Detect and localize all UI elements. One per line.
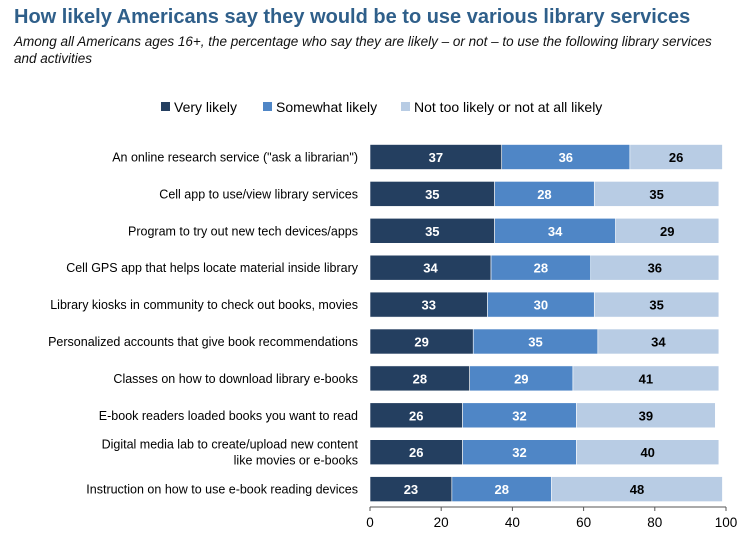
- category-label: Cell GPS app that helps locate material …: [66, 261, 359, 275]
- bar-segment: [369, 181, 495, 207]
- category-label: Personalized accounts that give book rec…: [48, 335, 358, 349]
- bar-value-label: 29: [514, 371, 528, 386]
- bar-value-label: 34: [423, 261, 438, 276]
- legend-label: Not too likely or not at all likely: [414, 99, 602, 115]
- bar-segment: [469, 365, 574, 392]
- bar-segment: [551, 476, 723, 502]
- x-tick-label: 60: [576, 515, 591, 530]
- bar-segment: [369, 291, 488, 318]
- legend-swatch: [161, 102, 170, 111]
- bar-segment: [593, 291, 720, 318]
- bar-segment: [369, 439, 463, 466]
- bar-value-label: 48: [630, 482, 644, 497]
- bar-segment: [462, 439, 577, 466]
- bar-segment: [462, 402, 577, 429]
- bar-segment: [501, 144, 631, 170]
- x-tick-label: 0: [366, 515, 374, 530]
- bar-value-label: 28: [494, 482, 508, 497]
- x-tick-label: 20: [434, 515, 449, 530]
- bar-value-label: 32: [512, 408, 526, 423]
- bar-segment: [490, 254, 592, 281]
- bar-value-label: 40: [640, 445, 654, 460]
- bar-segment: [590, 254, 720, 281]
- bar-segment: [576, 402, 716, 429]
- bar-segment: [369, 328, 474, 355]
- legend-label: Somewhat likely: [276, 99, 377, 115]
- bar-value-label: 36: [648, 261, 662, 276]
- bar-segment: [369, 476, 453, 502]
- bar-value-label: 29: [660, 224, 674, 239]
- chart-title: How likely Americans say they would be t…: [14, 6, 691, 28]
- category-label: Classes on how to download library e-boo…: [113, 372, 358, 386]
- bar-value-label: 29: [414, 335, 428, 350]
- category-label: Library kiosks in community to check out…: [50, 298, 358, 312]
- bar-value-label: 26: [409, 408, 423, 423]
- bar-segment: [369, 218, 495, 244]
- bar-value-label: 30: [534, 298, 548, 313]
- category-label: An online research service ("ask a libra…: [112, 151, 358, 165]
- bar-segment: [369, 365, 470, 392]
- bar-value-label: 36: [559, 150, 573, 165]
- category-label: E-book readers loaded books you want to …: [99, 409, 358, 423]
- category-label: Cell app to use/view library services: [159, 187, 358, 201]
- category-label: Digital media lab to create/upload new c…: [102, 438, 359, 468]
- bar-segment: [451, 476, 552, 502]
- x-tick-label: 80: [647, 515, 662, 530]
- bar-value-label: 28: [534, 261, 548, 276]
- bar-segment: [597, 328, 720, 355]
- bar-value-label: 41: [639, 371, 653, 386]
- bar-value-label: 32: [512, 445, 526, 460]
- x-tick-label: 40: [505, 515, 520, 530]
- bar-value-label: 35: [649, 298, 663, 313]
- chart-subtitle: Among all Americans ages 16+, the percen…: [14, 34, 712, 66]
- bar-segment: [494, 181, 595, 207]
- bar-value-label: 35: [425, 224, 439, 239]
- legend-swatch: [401, 102, 410, 111]
- bar-value-label: 35: [528, 335, 542, 350]
- bar-value-label: 28: [537, 187, 551, 202]
- bar-value-label: 37: [429, 150, 443, 165]
- legend-label: Very likely: [174, 99, 237, 115]
- bar-segment: [572, 365, 720, 392]
- bar-segment: [472, 328, 599, 355]
- bar-value-label: 26: [669, 150, 683, 165]
- bar-value-label: 23: [404, 482, 418, 497]
- bar-value-label: 35: [649, 187, 663, 202]
- x-tick-label: 100: [715, 515, 738, 530]
- bar-segment: [369, 144, 503, 170]
- bar-value-label: 34: [651, 335, 666, 350]
- bar-value-label: 35: [425, 187, 439, 202]
- bar-segment: [576, 439, 720, 466]
- bar-segment: [629, 144, 723, 170]
- category-label: Program to try out new tech devices/apps: [128, 224, 358, 238]
- bar-value-label: 28: [413, 371, 427, 386]
- bar-value-label: 26: [409, 445, 423, 460]
- bar-value-label: 33: [422, 298, 436, 313]
- bar-segment: [615, 218, 720, 244]
- legend-swatch: [263, 102, 272, 111]
- bar-segment: [369, 402, 463, 429]
- bar-segment: [593, 181, 720, 207]
- bar-value-label: 34: [548, 224, 563, 239]
- category-label: Instruction on how to use e-book reading…: [86, 483, 358, 497]
- bar-value-label: 39: [639, 408, 653, 423]
